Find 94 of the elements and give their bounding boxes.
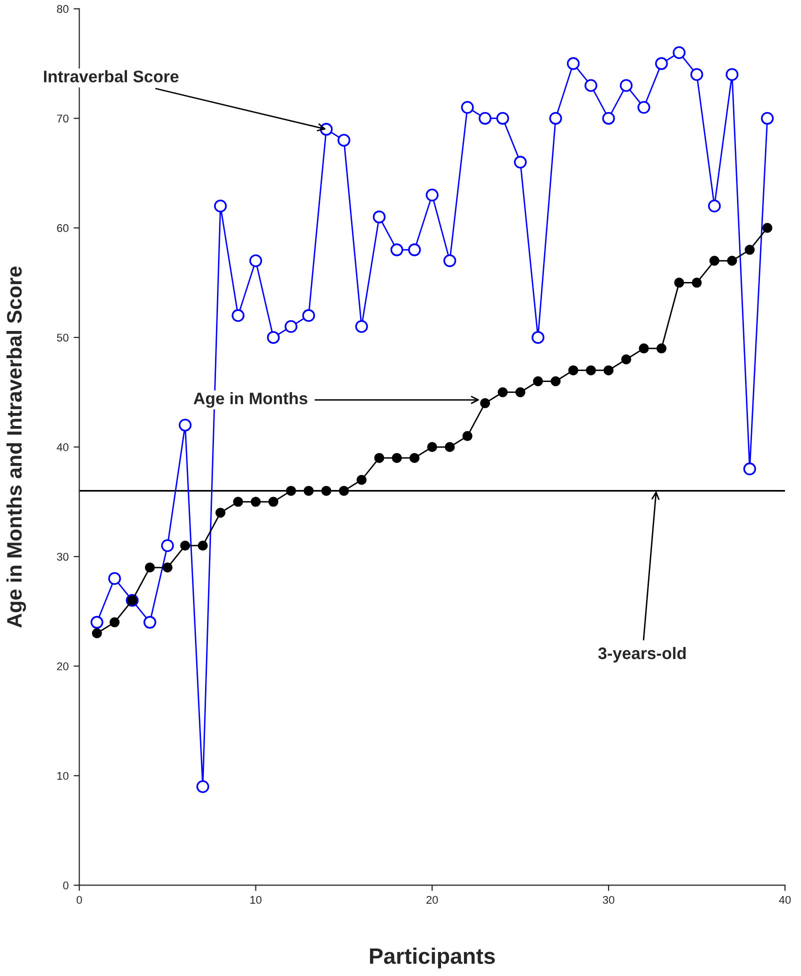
point <box>408 243 421 256</box>
point <box>355 320 368 333</box>
point <box>232 309 244 322</box>
point <box>532 376 543 386</box>
point <box>672 46 686 59</box>
point <box>532 331 544 344</box>
point <box>427 442 438 452</box>
point <box>338 486 349 496</box>
point <box>196 780 210 794</box>
x-tick-label: 40 <box>779 896 791 904</box>
point <box>621 354 632 364</box>
point <box>602 112 615 125</box>
y-tick-label: 60 <box>57 224 68 232</box>
point <box>356 474 367 485</box>
point <box>233 496 244 507</box>
x-tick-label: 0 <box>76 896 82 904</box>
y-tick-label: 0 <box>63 882 68 890</box>
x-tick-label: 30 <box>602 896 614 904</box>
point <box>444 442 455 452</box>
point <box>550 376 561 386</box>
point <box>198 540 208 551</box>
point <box>744 244 755 255</box>
point <box>392 452 402 463</box>
x-axis-title: Participants <box>370 948 495 968</box>
point <box>302 309 316 322</box>
point <box>409 452 420 463</box>
point <box>637 100 650 114</box>
point <box>144 562 155 573</box>
point <box>549 112 562 125</box>
point <box>709 256 720 266</box>
point <box>161 539 174 552</box>
y-tick-label: 10 <box>57 772 68 780</box>
point <box>620 79 633 92</box>
point <box>515 387 526 398</box>
point <box>692 278 702 288</box>
point <box>92 628 102 638</box>
point <box>568 365 578 376</box>
point <box>304 486 314 496</box>
point <box>266 331 280 344</box>
point <box>586 365 596 376</box>
point <box>726 68 738 81</box>
annotation: 3-years-old <box>598 646 686 662</box>
point <box>162 562 173 573</box>
point <box>762 222 772 233</box>
point <box>461 100 474 114</box>
point <box>760 112 774 125</box>
point <box>374 452 384 463</box>
point <box>496 112 510 125</box>
point <box>143 616 156 629</box>
point <box>284 320 298 333</box>
point <box>566 57 580 70</box>
point <box>690 68 704 81</box>
point <box>108 572 121 585</box>
point <box>480 398 490 408</box>
point <box>674 278 684 288</box>
point <box>727 256 738 266</box>
point <box>178 418 192 432</box>
point <box>90 616 104 629</box>
y-tick-label: 30 <box>56 552 68 561</box>
point <box>514 156 527 169</box>
point <box>426 188 439 202</box>
x-tick-label: 20 <box>426 896 438 904</box>
y-tick-label: 20 <box>57 662 68 670</box>
point <box>390 243 404 256</box>
point <box>214 200 227 212</box>
point <box>250 496 261 507</box>
point <box>372 210 386 224</box>
point <box>478 112 492 125</box>
x-tick-label: 10 <box>250 896 262 904</box>
point <box>656 343 666 354</box>
point <box>215 508 226 518</box>
y-tick-label: 40 <box>56 443 68 452</box>
point <box>584 79 598 92</box>
y-tick-label: 70 <box>57 114 68 122</box>
point <box>462 431 472 442</box>
y-tick-label: 50 <box>56 334 68 342</box>
y-axis-title: Age in Months and Intraverbal Score <box>6 266 26 628</box>
point <box>443 254 456 268</box>
point <box>338 134 350 147</box>
point <box>498 387 508 398</box>
point <box>110 617 120 628</box>
point <box>249 254 262 268</box>
point <box>655 57 668 70</box>
point <box>321 486 332 496</box>
point <box>180 540 190 551</box>
point <box>604 365 614 376</box>
point <box>743 462 756 476</box>
annotation: Intraverbal Score <box>44 70 179 82</box>
point <box>286 486 296 496</box>
point <box>638 343 649 354</box>
y-tick-label: 80 <box>57 5 68 13</box>
annotation: Age in Months <box>194 392 308 408</box>
point <box>268 496 278 507</box>
point <box>708 200 721 212</box>
